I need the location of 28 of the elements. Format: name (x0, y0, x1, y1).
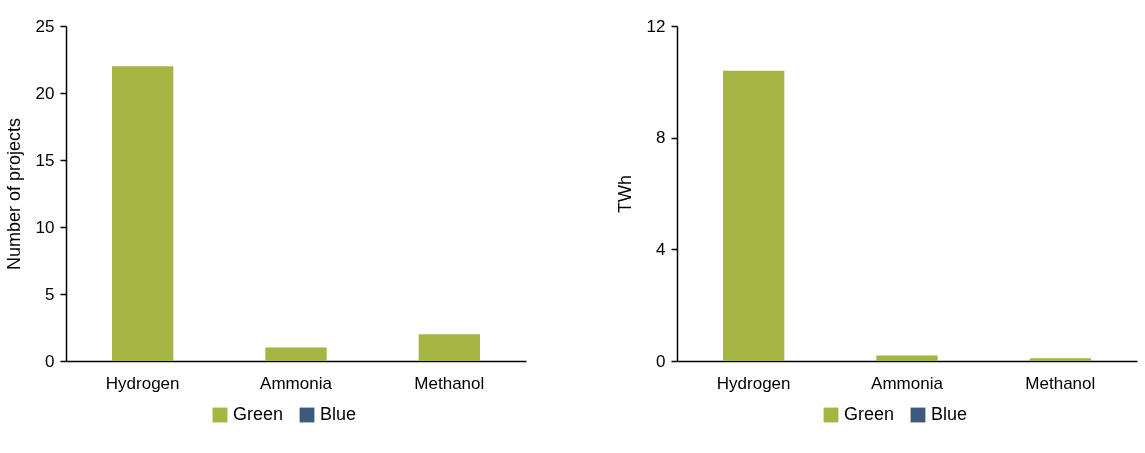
y-tick-label: 10 (35, 217, 55, 237)
bar (876, 355, 938, 361)
y-tick-label: 20 (35, 83, 55, 103)
x-tick-label: Ammonia (260, 373, 333, 393)
x-tick-label: Hydrogen (716, 373, 791, 393)
y-tick-label: 15 (35, 150, 55, 170)
y-tick-label: 0 (656, 351, 666, 371)
y-axis-title: TWh (614, 175, 635, 213)
x-tick-label: Hydrogen (105, 373, 180, 393)
bar (723, 70, 785, 361)
legend-label: Blue (931, 404, 968, 424)
y-tick-label: 0 (45, 351, 55, 371)
y-tick-label: 4 (656, 239, 666, 259)
x-tick-label: Methanol (1025, 373, 1096, 393)
y-tick-label: 8 (656, 128, 666, 148)
legend-label: Green (233, 404, 284, 424)
y-tick-label: 5 (45, 284, 55, 304)
y-tick-label: 25 (35, 16, 55, 36)
bar (418, 334, 480, 361)
x-tick-label: Methanol (414, 373, 485, 393)
bar (265, 347, 327, 361)
y-tick-label: 12 (646, 16, 666, 36)
bar (1029, 358, 1091, 361)
legend-label: Blue (320, 404, 357, 424)
y-axis-title: Number of projects (3, 117, 24, 271)
x-tick-label: Ammonia (871, 373, 944, 393)
legend-label: Green (844, 404, 895, 424)
bar (112, 66, 174, 361)
